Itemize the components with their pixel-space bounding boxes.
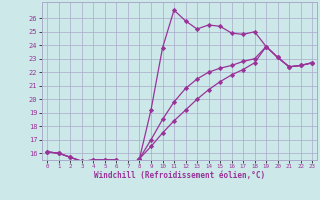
- X-axis label: Windchill (Refroidissement éolien,°C): Windchill (Refroidissement éolien,°C): [94, 171, 265, 180]
